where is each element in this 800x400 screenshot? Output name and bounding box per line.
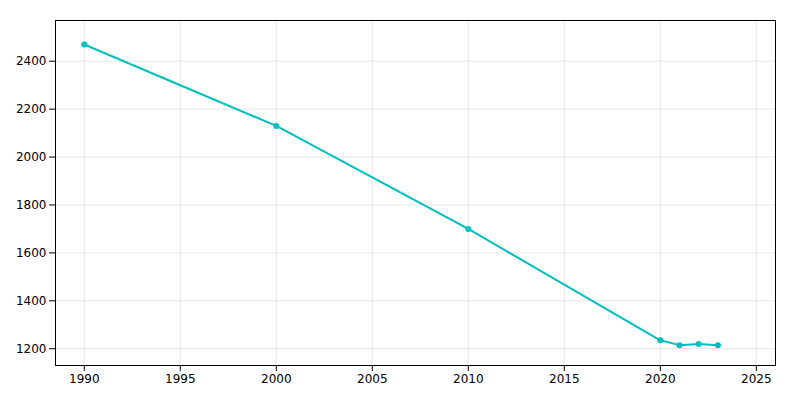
svg-text:1990: 1990 [69,372,100,386]
svg-text:2200: 2200 [16,102,47,116]
svg-text:1995: 1995 [165,372,196,386]
svg-text:1800: 1800 [16,198,47,212]
svg-text:2000: 2000 [261,372,292,386]
svg-text:2400: 2400 [16,54,47,68]
svg-text:1200: 1200 [16,342,47,356]
svg-text:2015: 2015 [549,372,580,386]
svg-text:2005: 2005 [357,372,388,386]
svg-text:2010: 2010 [453,372,484,386]
svg-text:1600: 1600 [16,246,47,260]
svg-text:1400: 1400 [16,294,47,308]
svg-text:2000: 2000 [16,150,47,164]
svg-text:2020: 2020 [645,372,676,386]
svg-text:2025: 2025 [741,372,772,386]
